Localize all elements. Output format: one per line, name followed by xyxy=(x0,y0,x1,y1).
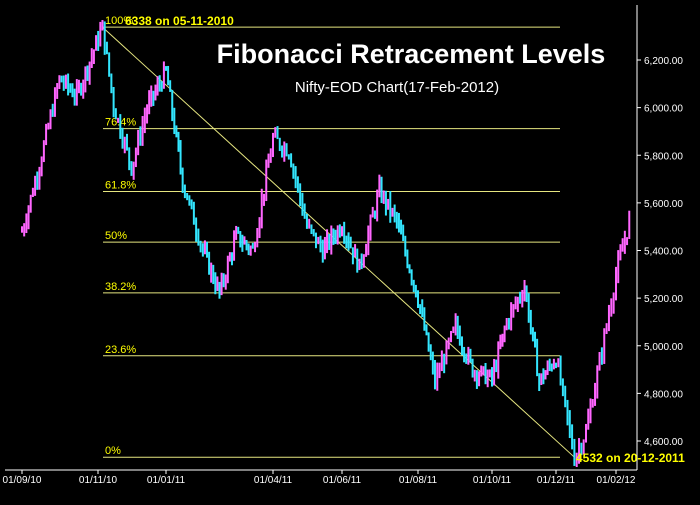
fib-levels: 100%76.4%61.8%50%38.2%23.6%0% xyxy=(103,15,560,458)
x-tick-label: 01/06/11 xyxy=(323,475,362,486)
y-tick-label: 4,800.00 xyxy=(644,389,683,400)
fib-level-label: 50% xyxy=(105,230,127,242)
axes xyxy=(5,5,638,471)
fib-level-label: 38.2% xyxy=(105,281,136,293)
chart-title: Fibonacci Retracement Levels xyxy=(217,39,606,69)
fib-level-label: 61.8% xyxy=(105,179,136,191)
fib-level-label: 100% xyxy=(105,15,133,27)
y-tick-label: 5,000.00 xyxy=(644,342,683,353)
high-label: 6338 on 05-11-2010 xyxy=(125,14,234,28)
y-tick-label: 5,200.00 xyxy=(644,294,683,305)
x-tick-label: 01/09/10 xyxy=(3,475,42,486)
x-tick-label: 01/11/10 xyxy=(79,475,118,486)
price-bars xyxy=(21,20,631,467)
y-tick-label: 4,600.00 xyxy=(644,437,683,448)
x-tick-label: 01/12/11 xyxy=(537,475,576,486)
y-tick-label: 5,800.00 xyxy=(644,151,683,162)
y-tick-label: 5,600.00 xyxy=(644,199,683,210)
x-tick-label: 01/10/11 xyxy=(473,475,512,486)
y-tick-label: 5,400.00 xyxy=(644,247,683,258)
x-tick-label: 01/04/11 xyxy=(254,475,293,486)
x-tick-label: 01/08/11 xyxy=(399,475,438,486)
tick-labels: 6,200.00 6,000.00 5,800.00 5,600.00 5,400.00… xyxy=(3,56,684,486)
x-tick-label: 01/02/12 xyxy=(597,475,636,486)
fib-level-label: 23.6% xyxy=(105,344,136,356)
y-tick-label: 6,200.00 xyxy=(644,56,683,67)
fib-level-label: 0% xyxy=(105,445,121,457)
chart-subtitle: Nifty-EOD Chart(17-Feb-2012) xyxy=(295,79,499,96)
x-tick-label: 01/01/11 xyxy=(147,475,186,486)
y-tick-label: 6,000.00 xyxy=(644,104,683,115)
low-label: 4532 on 20-12-2011 xyxy=(576,451,685,465)
